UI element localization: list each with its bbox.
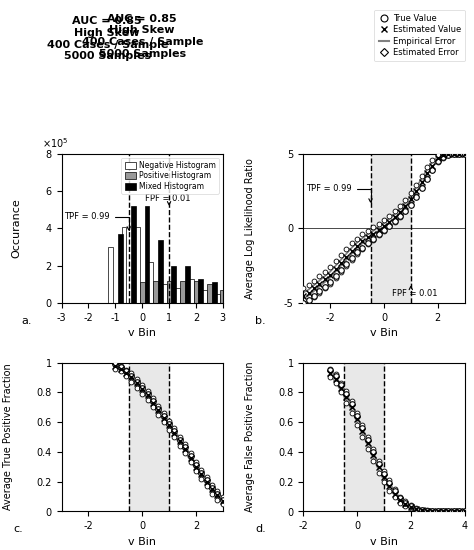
Bar [207,284,212,303]
Bar [131,206,136,303]
Bar [135,227,140,303]
Y-axis label: Average True Positive Fraction: Average True Positive Fraction [3,364,13,510]
Bar [118,234,123,303]
Bar [344,362,384,512]
Bar [121,227,127,303]
Bar [198,279,203,303]
Bar [108,247,113,303]
X-axis label: v Bin: v Bin [128,537,156,547]
X-axis label: v Bin: v Bin [370,537,398,547]
X-axis label: v Bin: v Bin [128,328,156,338]
Text: b.: b. [255,316,265,326]
Bar [225,288,230,303]
Bar [216,294,220,303]
Text: a.: a. [21,316,32,326]
Text: $\times 10^5$: $\times 10^5$ [42,136,69,150]
Bar [148,262,153,303]
Bar [202,290,207,303]
Legend: Negative Histogram, Positive Histogram, Mixed Histogram: Negative Histogram, Positive Histogram, … [121,158,219,194]
Bar [153,280,158,303]
Y-axis label: Average False Positive Fraction: Average False Positive Fraction [245,362,255,513]
Text: AUC = 0.85
High Skew
400 Cases / Sample
5000 Samples: AUC = 0.85 High Skew 400 Cases / Sample … [82,14,203,58]
Text: FPF = 0.01: FPF = 0.01 [145,194,191,205]
Bar [162,284,167,303]
Bar [145,206,149,303]
Text: TPF = 0.99: TPF = 0.99 [306,184,372,202]
Bar [167,280,172,303]
Bar [185,266,190,303]
Bar [220,290,225,303]
Bar [140,283,145,303]
Bar [212,283,217,303]
Y-axis label: Occurance: Occurance [11,199,21,258]
Bar [158,240,163,303]
Text: AUC = 0.85
High Skew
400 Cases / Sample
5000 Samples: AUC = 0.85 High Skew 400 Cases / Sample … [46,16,168,61]
Bar [180,280,185,303]
Bar [175,288,180,303]
Legend: True Value, Estimated Value, Empirical Error, Estimated Error: True Value, Estimated Value, Empirical E… [374,10,465,62]
Y-axis label: Average Log Likelihood Ratio: Average Log Likelihood Ratio [245,158,255,299]
Text: TPF = 0.99: TPF = 0.99 [64,212,130,230]
Bar [189,279,193,303]
X-axis label: v Bin: v Bin [370,328,398,338]
Text: FPF = 0.01: FPF = 0.01 [392,286,438,298]
Text: c.: c. [13,524,23,535]
Text: d.: d. [255,524,266,535]
Bar [172,266,176,303]
Bar [371,154,411,303]
Bar [193,280,198,303]
Bar [129,362,169,512]
